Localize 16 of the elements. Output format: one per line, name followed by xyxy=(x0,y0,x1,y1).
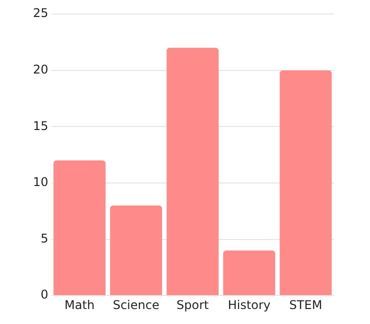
x-tick-label: Sport xyxy=(176,298,210,312)
x-tick-label: Math xyxy=(64,298,95,312)
bar xyxy=(110,205,162,296)
bar xyxy=(223,250,276,296)
x-tick-label: Science xyxy=(112,298,160,312)
y-tick-label: 5 xyxy=(40,231,48,246)
y-tick-label: 25 xyxy=(32,6,48,20)
bar xyxy=(166,48,219,296)
y-tick-label: 0 xyxy=(40,288,48,302)
bar xyxy=(54,160,106,296)
x-tick-label: STEM xyxy=(289,298,322,312)
y-tick-label: 10 xyxy=(32,175,48,190)
y-tick-label: 15 xyxy=(32,118,48,133)
x-tick-label: History xyxy=(228,298,271,312)
bar xyxy=(280,70,332,296)
y-tick-label: 20 xyxy=(32,62,48,76)
